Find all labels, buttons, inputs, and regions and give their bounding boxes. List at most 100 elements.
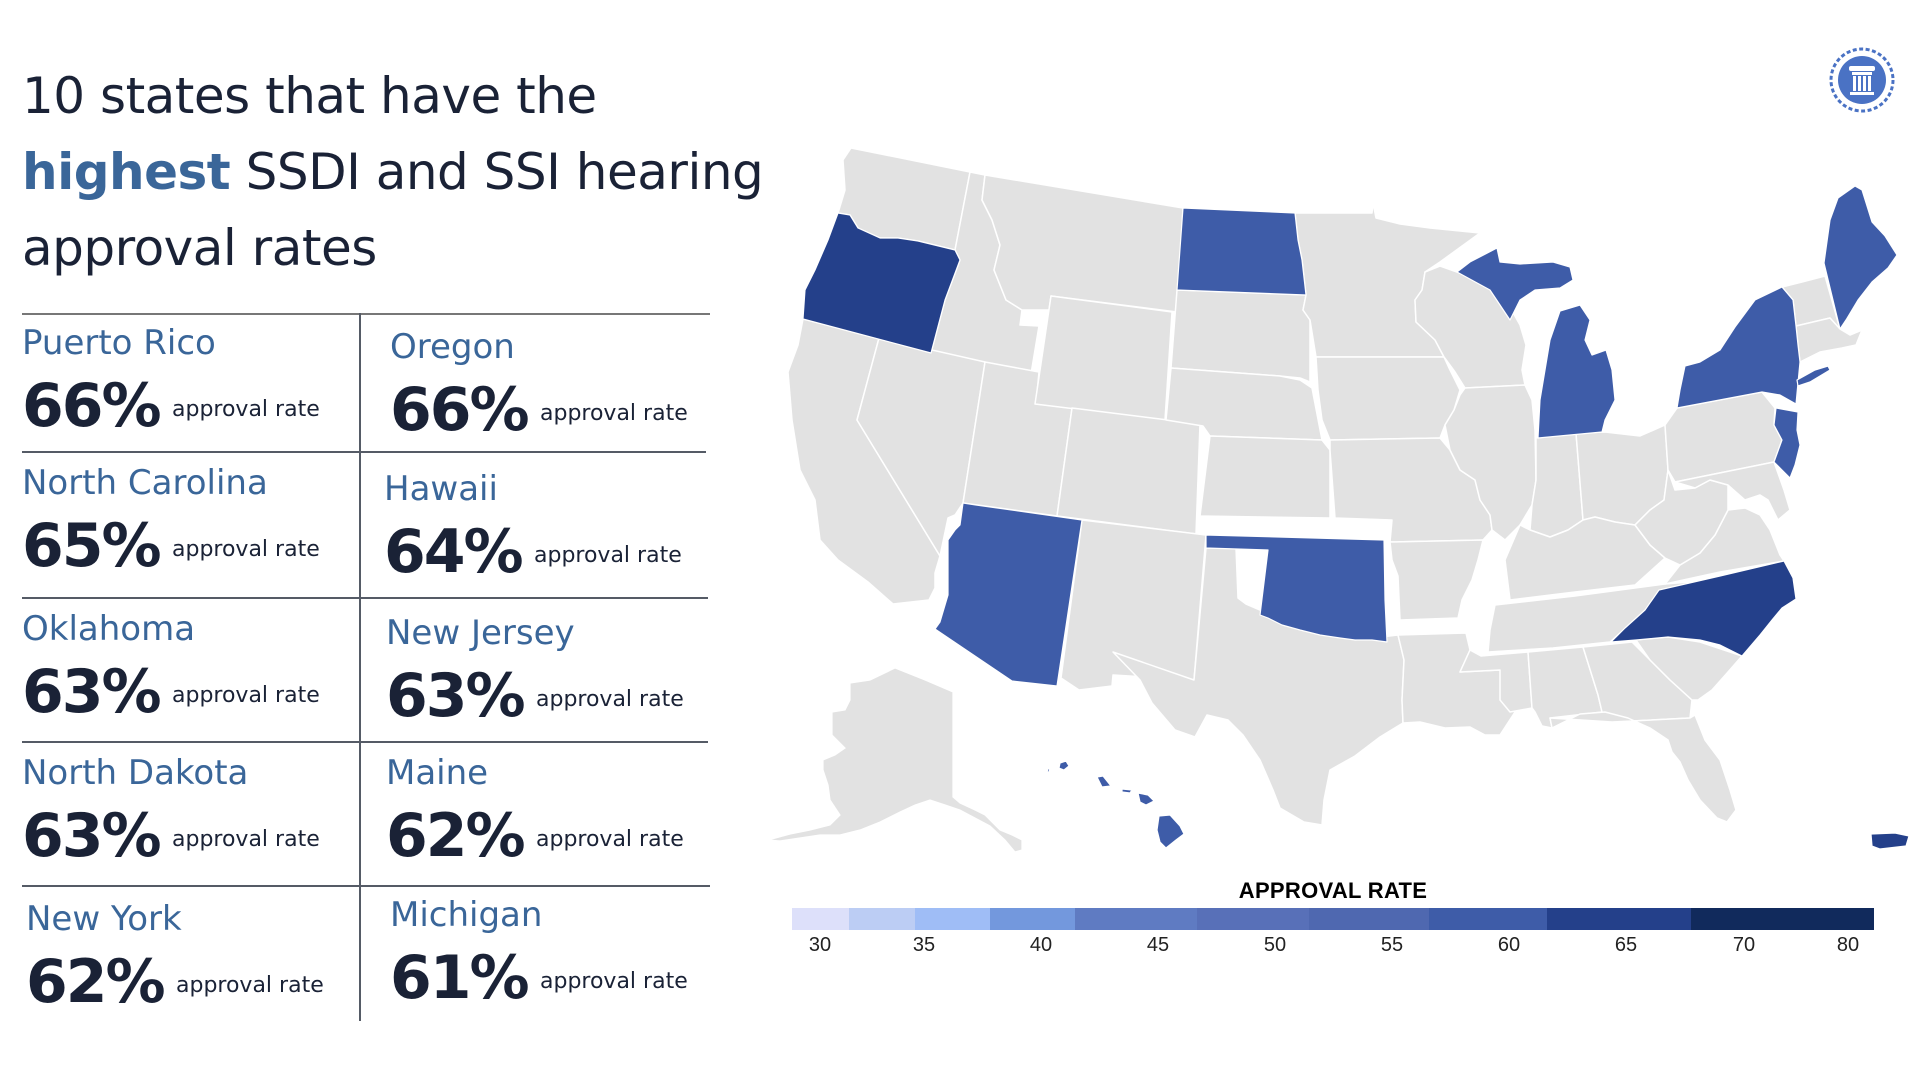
state-name: Michigan (390, 895, 543, 935)
legend-bin (1429, 908, 1547, 930)
state-hawaii-maui[interactable] (1137, 792, 1155, 806)
state-north-dakota[interactable] (1176, 207, 1307, 296)
rate-label: approval rate (536, 827, 684, 852)
rate-label: approval rate (172, 683, 320, 708)
state-new-york[interactable] (1676, 286, 1801, 409)
state-kansas[interactable] (1199, 435, 1331, 519)
rate-label: approval rate (540, 401, 688, 426)
state-georgia[interactable] (1582, 641, 1693, 723)
rate-label: approval rate (172, 827, 320, 852)
state-arizona[interactable] (934, 502, 1083, 687)
state-hawaii-niihau[interactable] (1046, 767, 1051, 773)
rate-label: approval rate (172, 397, 320, 422)
stat-cell-hawaii: Hawaii 64% approval rate (384, 459, 724, 599)
legend-ticks: 30 35 40 45 50 55 60 65 70 80 (0, 934, 1920, 964)
legend-bin (1075, 908, 1197, 930)
rate-value: 62% (26, 947, 166, 1017)
state-alaska[interactable] (767, 667, 1023, 853)
title-line-3: approval rates (22, 219, 377, 277)
state-colorado[interactable] (1056, 407, 1201, 535)
rate-label: approval rate (176, 973, 324, 998)
territory-puerto-rico[interactable] (1870, 832, 1910, 850)
legend-bin (1309, 908, 1429, 930)
legend-bin (915, 908, 990, 930)
page-title: 10 states that have the highest SSDI and… (22, 58, 802, 286)
legend-bin (849, 908, 915, 930)
state-new-mexico[interactable] (1060, 519, 1207, 691)
state-long-island[interactable] (1796, 365, 1831, 387)
divider (22, 451, 706, 453)
title-line-2-rest: SSDI and SSI hearing (230, 143, 764, 201)
legend-tick: 70 (1732, 934, 1756, 956)
state-indiana[interactable] (1529, 432, 1584, 538)
legend-tick: 35 (912, 934, 936, 956)
logo (1828, 46, 1896, 114)
state-hawaii-kauai[interactable] (1058, 760, 1070, 771)
rate-value: 63% (22, 657, 162, 727)
state-florida[interactable] (1549, 711, 1737, 823)
title-highlight: highest (22, 143, 231, 201)
state-name: Puerto Rico (22, 323, 216, 363)
stat-cell-michigan: Michigan 61% approval rate (390, 885, 730, 1025)
legend-tick: 40 (1029, 934, 1053, 956)
legend-tick: 65 (1614, 934, 1638, 956)
state-west-virginia[interactable] (1634, 469, 1729, 566)
stat-cell-north-carolina: North Carolina 65% approval rate (22, 453, 362, 593)
state-name: Maine (386, 753, 489, 793)
rate-value: 66% (390, 375, 530, 445)
state-name: New Jersey (386, 613, 575, 653)
state-south-dakota[interactable] (1170, 289, 1311, 383)
legend-tick: 45 (1146, 934, 1170, 956)
rate-value: 62% (386, 801, 526, 871)
divider (22, 597, 708, 599)
rate-value: 61% (390, 943, 530, 1013)
state-michigan-lower[interactable] (1537, 304, 1616, 439)
state-oklahoma[interactable] (1205, 534, 1388, 643)
legend-tick: 50 (1263, 934, 1287, 956)
rate-value: 66% (22, 371, 162, 441)
state-illinois[interactable] (1444, 384, 1537, 541)
state-new-jersey[interactable] (1773, 407, 1801, 479)
state-montana[interactable] (981, 174, 1184, 313)
stat-cell-maine: Maine 62% approval rate (386, 743, 726, 883)
stat-cell-puerto-rico: Puerto Rico 66% approval rate (22, 313, 362, 453)
state-south-carolina[interactable] (1635, 636, 1743, 701)
state-north-carolina[interactable] (1610, 560, 1797, 657)
column-laurel-seal-icon (1829, 47, 1895, 113)
state-hawaii-molokai[interactable] (1121, 788, 1133, 794)
state-michigan-upper[interactable] (1456, 247, 1574, 321)
state-hawaii-big-island[interactable] (1156, 814, 1185, 849)
state-kentucky[interactable] (1504, 516, 1666, 601)
state-massachusetts-ct-ri[interactable] (1795, 317, 1863, 363)
legend-bin (1547, 908, 1691, 930)
legend-tick: 55 (1380, 934, 1404, 956)
legend-tick: 60 (1497, 934, 1521, 956)
state-name: New York (26, 899, 182, 939)
state-name: Oklahoma (22, 609, 196, 649)
state-hawaii-oahu[interactable] (1096, 775, 1112, 788)
state-arkansas[interactable] (1389, 539, 1484, 621)
stat-cell-oklahoma: Oklahoma 63% approval rate (22, 599, 362, 739)
legend-colorbar (792, 908, 1874, 930)
legend-title: APPROVAL RATE (1238, 878, 1428, 903)
rate-value: 63% (386, 661, 526, 731)
state-maine[interactable] (1823, 185, 1898, 330)
state-name: Hawaii (384, 469, 498, 509)
state-iowa[interactable] (1315, 356, 1461, 441)
stat-cell-new-york: New York 62% approval rate (26, 889, 366, 1029)
state-wyoming[interactable] (1034, 295, 1173, 421)
state-oregon[interactable] (802, 212, 961, 354)
legend-bin (1691, 908, 1874, 930)
rate-value: 64% (384, 517, 524, 587)
stat-cell-oregon: Oregon 66% approval rate (390, 317, 730, 457)
rate-label: approval rate (534, 543, 682, 568)
title-line-1: 10 states that have the (22, 67, 597, 125)
legend-tick: 80 (1836, 934, 1860, 956)
state-maryland-delaware[interactable] (1674, 461, 1791, 521)
divider (22, 885, 710, 887)
legend-bin (990, 908, 1075, 930)
rate-label: approval rate (536, 687, 684, 712)
legend-tick: 30 (808, 934, 832, 956)
rate-value: 65% (22, 511, 162, 581)
stats-table: Puerto Rico 66% approval rate Oregon 66%… (22, 313, 712, 1023)
